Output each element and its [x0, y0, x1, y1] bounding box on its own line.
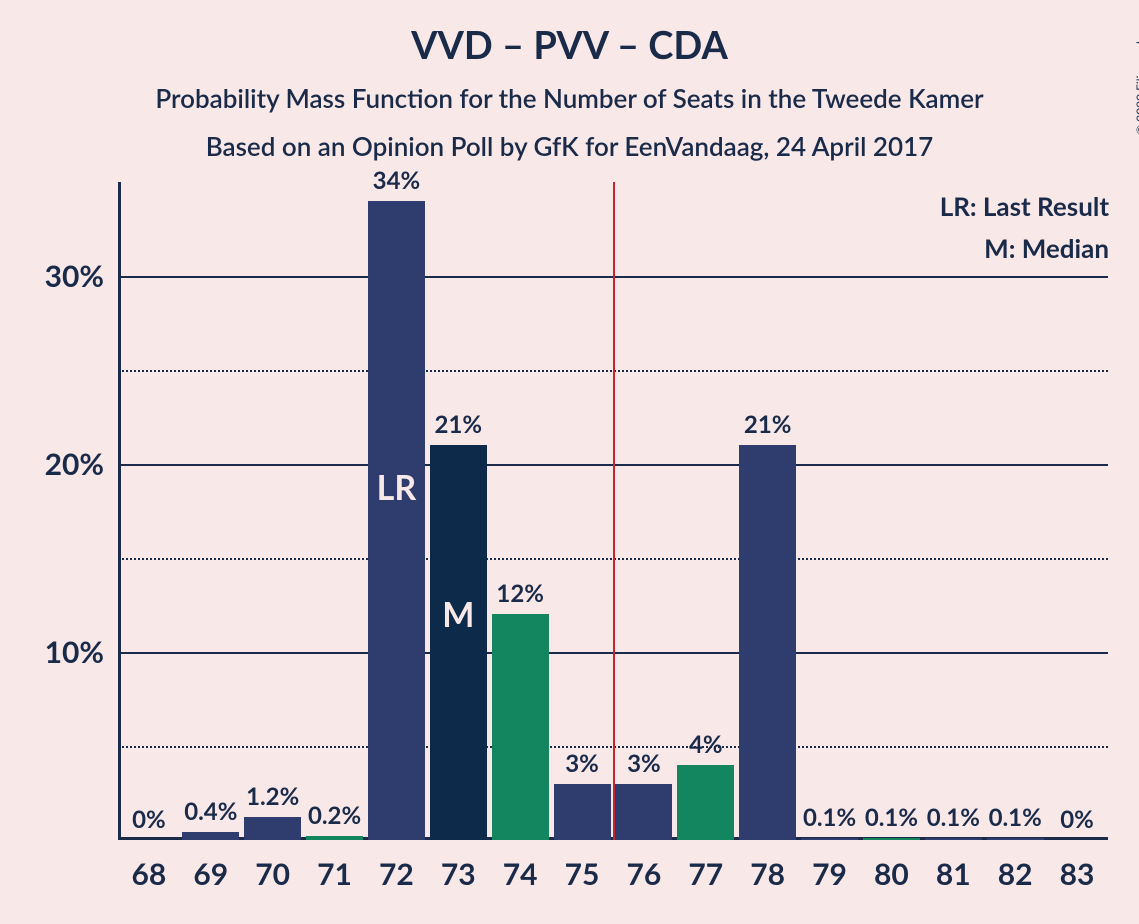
bar: 1.2%: [244, 817, 301, 840]
y-axis: [118, 182, 121, 840]
chart-subtitle-1: Probability Mass Function for the Number…: [0, 82, 1139, 114]
x-tick-label: 76: [627, 840, 662, 892]
bar: 3%: [554, 784, 611, 840]
chart-subtitle-2: Based on an Opinion Poll by GfK for EenV…: [0, 130, 1139, 162]
bar-value-label: 3%: [565, 749, 599, 784]
bar-value-label: 0%: [1060, 805, 1094, 840]
bar: 34%LR: [368, 201, 425, 840]
bar-value-label: 12%: [496, 579, 544, 614]
bar-value-label: 0.1%: [927, 803, 980, 838]
bar: 3%: [615, 784, 672, 840]
x-tick-label: 71: [317, 840, 352, 892]
x-tick-label: 72: [379, 840, 414, 892]
y-tick-label: 10%: [45, 634, 118, 670]
x-tick-label: 73: [441, 840, 476, 892]
bar-value-label: 0%: [132, 805, 166, 840]
bar: 21%: [739, 445, 796, 840]
bar-value-label: 0.1%: [803, 803, 856, 838]
bar: 12%: [492, 614, 549, 840]
x-tick-label: 80: [874, 840, 909, 892]
bar-value-label: 1.2%: [246, 782, 299, 817]
bar-lr-label: LR: [377, 467, 417, 508]
majority-line: [613, 182, 615, 840]
bar-m-label: M: [442, 594, 474, 635]
bar-value-label: 0.1%: [989, 803, 1042, 838]
bar-value-label: 0.1%: [865, 803, 918, 838]
x-tick-label: 74: [503, 840, 538, 892]
x-tick-label: 75: [565, 840, 600, 892]
x-tick-label: 79: [812, 840, 847, 892]
x-tick-label: 70: [255, 840, 290, 892]
bar: 0.4%: [182, 832, 239, 840]
y-tick-label: 30%: [45, 258, 118, 294]
x-tick-label: 69: [193, 840, 228, 892]
x-tick-label: 81: [936, 840, 971, 892]
bar: 21%M: [430, 445, 487, 840]
bar-value-label: 4%: [689, 730, 723, 765]
x-tick-label: 78: [750, 840, 785, 892]
bar-value-label: 21%: [435, 410, 483, 445]
x-tick-label: 77: [688, 840, 723, 892]
bar-value-label: 21%: [744, 410, 792, 445]
bar-value-label: 0.4%: [184, 797, 237, 832]
bar: 4%: [677, 765, 734, 840]
x-tick-label: 68: [132, 840, 167, 892]
bar-value-label: 0.2%: [308, 801, 361, 836]
y-tick-label: 20%: [45, 446, 118, 482]
x-tick-label: 82: [998, 840, 1033, 892]
plot-area: 10%20%30%0%680.4%691.2%700.2%7134%LR7221…: [118, 182, 1108, 840]
chart-title: VVD – PVV – CDA: [0, 22, 1139, 68]
bar-value-label: 34%: [373, 166, 421, 201]
bar-value-label: 3%: [627, 749, 661, 784]
x-tick-label: 83: [1060, 840, 1095, 892]
copyright-label: © 2020 Filip van Laenen: [1133, 6, 1139, 135]
